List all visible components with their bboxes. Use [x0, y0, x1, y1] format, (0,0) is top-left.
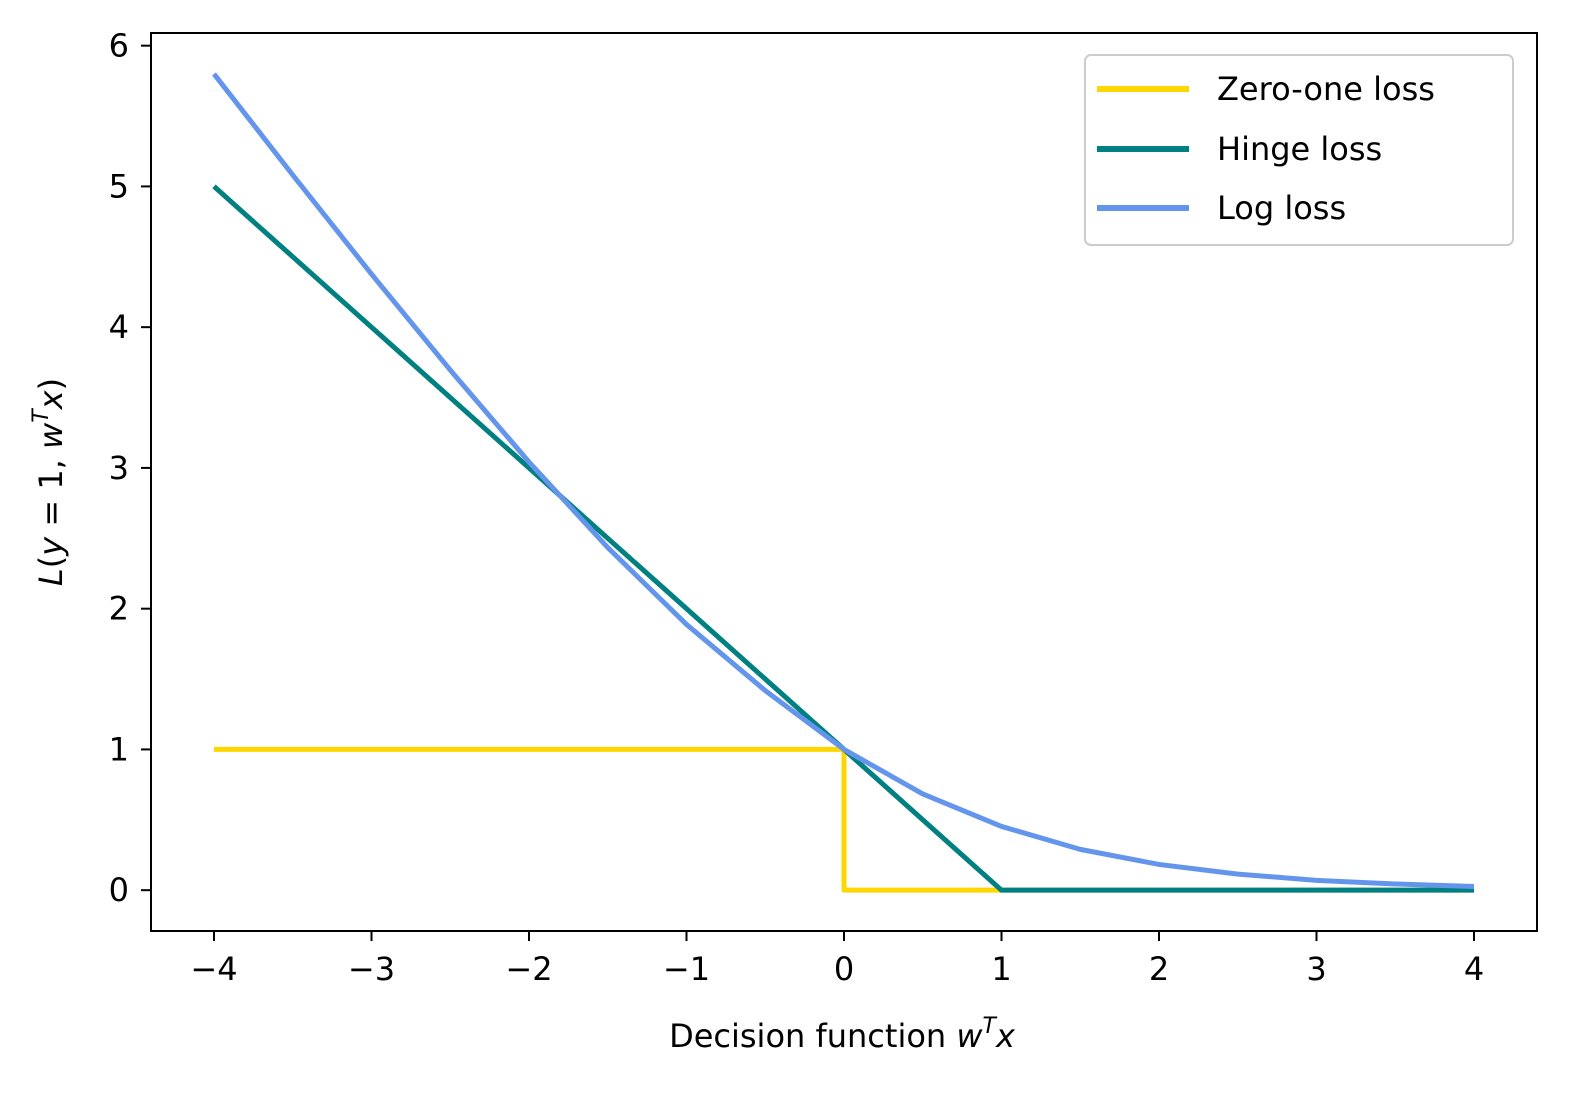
legend-label: Hinge loss — [1217, 130, 1382, 168]
y-tick-label: 2 — [109, 590, 129, 628]
series-line-log-loss — [212, 72, 1475, 890]
x-tick-label: 4 — [1464, 950, 1484, 988]
y-tick-label: 4 — [109, 308, 129, 346]
legend-label: Zero-one loss — [1217, 70, 1435, 108]
y-tick-label: 3 — [109, 449, 129, 487]
series-group — [212, 72, 1475, 893]
y-tick-label: 1 — [109, 730, 129, 768]
x-tick-label: −4 — [190, 950, 237, 988]
y-axis-ticks: 0 1 2 3 4 5 6 — [109, 27, 151, 909]
y-tick-label: 6 — [109, 27, 129, 65]
x-axis-ticks: −4 −3 −2 −1 0 1 2 3 4 — [190, 931, 1484, 988]
x-tick-label: 3 — [1306, 950, 1326, 988]
x-tick-label: 2 — [1149, 950, 1169, 988]
y-tick-label: 5 — [109, 167, 129, 205]
x-tick-label: −1 — [663, 950, 710, 988]
x-axis-label: Decision function wTx — [669, 1014, 1016, 1055]
legend: Zero-one loss Hinge loss Log loss — [1084, 54, 1514, 246]
x-tick-label: −3 — [348, 950, 395, 988]
x-tick-label: 0 — [834, 950, 854, 988]
legend-label: Log loss — [1217, 189, 1346, 227]
y-tick-label: 0 — [109, 871, 129, 909]
y-axis-label: L(y = 1, wTx) — [29, 378, 70, 586]
legend-box — [1084, 54, 1514, 246]
x-tick-label: −2 — [505, 950, 552, 988]
x-tick-label: 1 — [991, 950, 1011, 988]
series-line-hinge-loss — [212, 184, 1474, 893]
